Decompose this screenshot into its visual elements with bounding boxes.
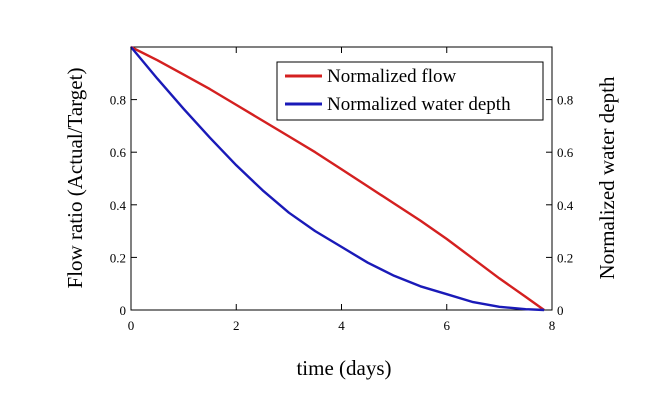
left-y-axis-title: Flow ratio (Actual/Target) <box>63 68 87 289</box>
left-y-tick-label: 0.8 <box>110 93 126 108</box>
legend-label-normalized-water-depth: Normalized water depth <box>327 94 511 115</box>
left-y-axis-ticks: 0 0.2 0.4 0.6 0.8 <box>110 93 137 318</box>
x-tick-label: 6 <box>444 318 451 333</box>
right-y-tick-label: 0.6 <box>557 145 574 160</box>
series-layer <box>130 45 545 312</box>
legend: Normalized flow Normalized water depth <box>276 61 544 121</box>
x-tick-label: 8 <box>549 318 556 333</box>
right-y-tick-label: 0.2 <box>557 250 573 265</box>
x-axis-ticks: 0 2 4 6 8 <box>128 47 556 333</box>
legend-label-normalized-flow: Normalized flow <box>327 66 457 87</box>
right-y-tick-label: 0.4 <box>557 198 574 213</box>
x-tick-label: 4 <box>338 318 345 333</box>
right-y-tick-label: 0.8 <box>557 93 573 108</box>
x-tick-label: 0 <box>128 318 135 333</box>
x-axis-title: time (days) <box>296 356 391 380</box>
left-y-tick-label: 0.4 <box>110 198 127 213</box>
legend-box <box>276 61 544 121</box>
left-y-tick-label: 0.2 <box>110 250 126 265</box>
series-line-normalized-water-depth <box>130 46 545 312</box>
right-y-axis-title: Normalized water depth <box>595 76 619 279</box>
left-y-tick-label: 0.6 <box>110 145 127 160</box>
x-tick-label: 2 <box>233 318 240 333</box>
series-line-normalized-flow <box>130 45 545 311</box>
plot-area: 0 2 4 6 8 0 0.2 0.4 0.6 0.8 0 0.2 0.4 0.6 0.8 <box>110 45 574 333</box>
left-y-tick-label: 0 <box>120 303 127 318</box>
right-y-axis-ticks: 0 0.2 0.4 0.6 0.8 <box>546 93 574 318</box>
right-y-tick-label: 0 <box>557 303 564 318</box>
